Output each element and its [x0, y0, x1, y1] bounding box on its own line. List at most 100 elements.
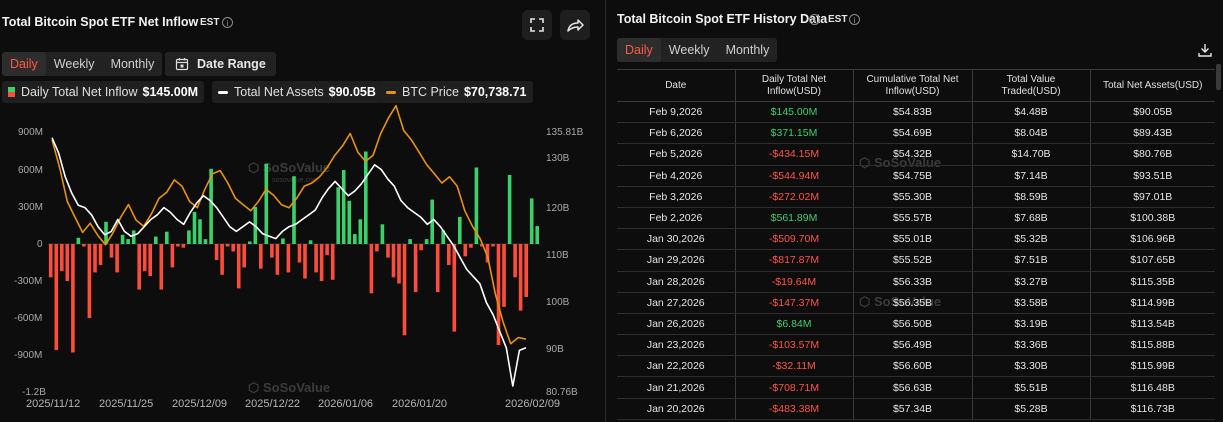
inflow-bar[interactable]	[397, 244, 401, 284]
inflow-bar[interactable]	[181, 244, 186, 248]
inflow-bar[interactable]	[314, 244, 318, 273]
inflow-bar[interactable]	[225, 244, 230, 247]
fullscreen-icon[interactable]	[522, 10, 552, 40]
inflow-bar[interactable]	[441, 230, 445, 244]
inflow-bar[interactable]	[303, 244, 307, 279]
inflow-bar[interactable]	[375, 244, 379, 252]
inflow-bar[interactable]	[120, 234, 125, 245]
inflow-bar[interactable]	[209, 168, 213, 244]
inflow-bar[interactable]	[402, 244, 407, 336]
tab-weekly[interactable]: Weekly	[668, 43, 710, 57]
inflow-bar[interactable]	[325, 244, 329, 256]
table-row[interactable]: Feb 3,2026 -$272.02M $55.30B $8.59B $97.01B	[617, 186, 1215, 208]
inflow-bar[interactable]	[82, 244, 86, 247]
table-row[interactable]: Feb 5,2026 -$434.15M $54.32B $14.70B $80.76B	[617, 143, 1215, 166]
tab-daily[interactable]: Daily	[617, 38, 661, 62]
inflow-bar[interactable]	[203, 239, 208, 244]
table-scrollbar[interactable]	[1216, 64, 1221, 90]
inflow-bar[interactable]	[165, 231, 169, 244]
inflow-bar[interactable]	[364, 151, 368, 245]
inflow-bar[interactable]	[330, 244, 335, 280]
inflow-bar[interactable]	[214, 244, 219, 260]
inflow-bar[interactable]	[76, 237, 81, 244]
inflow-bar[interactable]	[131, 230, 136, 244]
inflow-bar[interactable]	[469, 244, 473, 248]
inflow-chart[interactable]	[0, 0, 603, 422]
table-row[interactable]: Jan 20,2026 -$483.38M $57.34B $5.28B $116.73…	[617, 398, 1215, 420]
inflow-bar[interactable]	[109, 244, 114, 258]
inflow-bar[interactable]	[430, 199, 434, 244]
inflow-bar[interactable]	[452, 244, 457, 332]
table-row[interactable]: Feb 4,2026 -$544.94M $54.75B $7.14B $93.51B	[617, 165, 1215, 187]
inflow-bar[interactable]	[369, 244, 374, 294]
inflow-bar[interactable]	[148, 244, 152, 277]
inflow-bar[interactable]	[270, 244, 274, 258]
table-row[interactable]: Jan 23,2026 -$103.57M $56.49B $3.36B $115.88…	[617, 334, 1215, 357]
inflow-bar[interactable]	[242, 244, 246, 268]
inflow-bar[interactable]	[513, 244, 517, 278]
table-row[interactable]: Jan 29,2026 -$817.87M $55.52B $7.51B $107.65…	[617, 249, 1215, 272]
inflow-bar[interactable]	[126, 239, 130, 244]
inflow-bar[interactable]	[154, 236, 158, 244]
date-range-button[interactable]: Date Range	[165, 52, 276, 76]
col-header-value-traded[interactable]: Total Value Traded(USD)	[972, 69, 1091, 102]
inflow-bar[interactable]	[98, 244, 103, 265]
inflow-bar[interactable]	[419, 244, 423, 251]
tab-monthly[interactable]: Monthly	[110, 57, 155, 71]
inflow-bar[interactable]	[142, 244, 147, 272]
inflow-bar[interactable]	[170, 244, 175, 268]
inflow-bar[interactable]	[71, 244, 75, 353]
inflow-bar[interactable]	[447, 244, 451, 265]
inflow-bar[interactable]	[286, 244, 291, 273]
tab-daily[interactable]: Daily	[2, 52, 46, 76]
inflow-bar[interactable]	[159, 244, 164, 290]
inflow-bar[interactable]	[187, 230, 191, 244]
inflow-bar[interactable]	[220, 244, 224, 275]
inflow-bar[interactable]	[463, 244, 468, 257]
inflow-bar[interactable]	[358, 219, 363, 244]
inflow-bar[interactable]	[336, 187, 340, 244]
table-row[interactable]: Feb 2,2026 $561.89M $55.57B $7.68B $100.38B	[617, 207, 1215, 230]
inflow-bar[interactable]	[496, 244, 501, 346]
inflow-bar[interactable]	[485, 244, 490, 263]
inflow-bar[interactable]	[248, 241, 252, 245]
share-icon[interactable]	[560, 10, 590, 40]
table-row[interactable]: Feb 9,2026 $145.00M $54.83B $4.48B $90.05B	[617, 101, 1215, 124]
table-row[interactable]: Jan 22,2026 -$32.11M $56.60B $3.30B $115.99B	[617, 355, 1215, 378]
inflow-bar[interactable]	[115, 244, 119, 273]
inflow-bar[interactable]	[518, 244, 523, 311]
inflow-bar[interactable]	[480, 244, 484, 247]
inflow-bar[interactable]	[231, 244, 235, 252]
inflow-bar[interactable]	[281, 238, 285, 244]
inflow-bar[interactable]	[535, 226, 539, 244]
table-row[interactable]: Feb 6,2026 $371.15M $54.69B $8.04B $89.43B	[617, 122, 1215, 145]
inflow-bar[interactable]	[259, 244, 263, 269]
inflow-bar[interactable]	[275, 244, 280, 275]
inflow-bar[interactable]	[87, 244, 92, 318]
legend-net-inflow[interactable]: Daily Total Net Inflow $145.00M	[2, 81, 205, 103]
inflow-bar[interactable]	[458, 216, 462, 244]
inflow-bar[interactable]	[524, 244, 528, 297]
inflow-bar[interactable]	[292, 176, 296, 244]
inflow-bar[interactable]	[54, 244, 59, 351]
inflow-bar[interactable]	[297, 244, 302, 263]
table-row[interactable]: Jan 27,2026 -$147.37M $56.35B $3.58B $114.99…	[617, 292, 1215, 314]
download-icon[interactable]	[1197, 42, 1213, 58]
info-icon[interactable]: i	[222, 17, 233, 28]
inflow-bar[interactable]	[529, 198, 534, 244]
table-row[interactable]: Jan 28,2026 -$19.64M $56.33B $3.27B $115.35B	[617, 271, 1215, 293]
table-row[interactable]: Jan 26,2026 $6.84M $56.50B $3.19B $113.54B	[617, 313, 1215, 336]
table-row[interactable]: Jan 30,2026 -$509.70M $55.01B $5.32B $106.96…	[617, 228, 1215, 251]
col-header-daily-inflow[interactable]: Daily Total Net Inflow(USD)	[735, 69, 854, 102]
tab-monthly[interactable]: Monthly	[725, 43, 770, 57]
inflow-bar[interactable]	[93, 244, 97, 273]
info-icon[interactable]: i	[849, 14, 860, 25]
inflow-bar[interactable]	[198, 219, 202, 244]
inflow-bar[interactable]	[474, 167, 479, 245]
inflow-bar[interactable]	[104, 221, 108, 244]
inflow-bar[interactable]	[319, 244, 324, 281]
inflow-bar[interactable]	[264, 163, 269, 244]
inflow-bar[interactable]	[391, 244, 396, 278]
legend-btc-price[interactable]: BTC Price $70,738.71	[380, 81, 533, 103]
inflow-bar[interactable]	[507, 174, 512, 244]
